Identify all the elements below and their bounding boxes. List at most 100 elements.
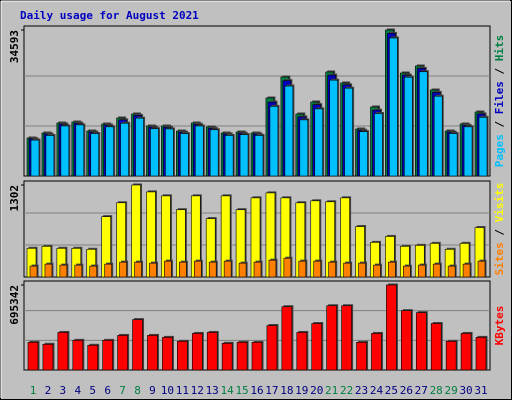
legend-separator: / bbox=[493, 61, 506, 81]
bar bbox=[478, 117, 488, 177]
bar bbox=[102, 340, 113, 371]
bar bbox=[404, 76, 413, 177]
bar bbox=[477, 260, 486, 278]
x-tick-label: 12 bbox=[191, 384, 204, 397]
bar bbox=[358, 262, 366, 278]
bar bbox=[266, 325, 278, 371]
legend-entry: KBytes bbox=[493, 306, 506, 346]
bar bbox=[403, 265, 411, 278]
bar bbox=[415, 312, 427, 371]
bar bbox=[418, 71, 428, 177]
bar bbox=[208, 261, 217, 278]
bar bbox=[328, 261, 336, 278]
bar bbox=[105, 126, 114, 177]
y-tick-label: 1302 bbox=[8, 185, 21, 212]
bar bbox=[371, 333, 382, 371]
bar bbox=[281, 306, 293, 371]
bar bbox=[179, 261, 187, 278]
bar bbox=[132, 319, 143, 371]
bar bbox=[344, 87, 353, 177]
bar bbox=[417, 264, 426, 278]
bar bbox=[239, 134, 249, 177]
x-tick-label: 15 bbox=[235, 384, 248, 397]
bar bbox=[120, 122, 129, 177]
x-tick-label: 19 bbox=[295, 384, 308, 397]
bar bbox=[343, 262, 351, 278]
y-tick-label: 695342 bbox=[8, 285, 21, 325]
x-tick-label: 21 bbox=[325, 384, 338, 397]
bar bbox=[433, 95, 443, 177]
x-tick-label: 3 bbox=[60, 384, 67, 397]
legend: Pages / Files / Hits bbox=[493, 35, 506, 168]
bar bbox=[388, 261, 396, 278]
bar bbox=[149, 262, 157, 278]
bar bbox=[430, 323, 442, 371]
x-tick-label: 6 bbox=[104, 384, 111, 397]
bar bbox=[359, 131, 368, 177]
bar bbox=[27, 342, 39, 371]
x-tick-label: 10 bbox=[161, 384, 174, 397]
bar bbox=[75, 124, 85, 177]
chart-title: Daily usage for August 2021 bbox=[20, 9, 199, 22]
x-tick-label: 2 bbox=[45, 384, 52, 397]
x-tick-label: 27 bbox=[415, 384, 428, 397]
bar bbox=[298, 260, 307, 278]
legend-entry: Pages bbox=[493, 134, 506, 167]
bar bbox=[117, 335, 128, 371]
bar bbox=[284, 85, 294, 177]
bar bbox=[74, 264, 83, 278]
bar bbox=[194, 125, 204, 177]
legend-separator: / bbox=[493, 222, 506, 242]
bar bbox=[60, 125, 70, 177]
x-tick-label: 14 bbox=[221, 384, 235, 397]
bar bbox=[373, 264, 381, 278]
bar bbox=[119, 261, 127, 278]
x-tick-label: 28 bbox=[430, 384, 443, 397]
bar bbox=[341, 305, 352, 371]
x-tick-label: 23 bbox=[355, 384, 368, 397]
x-tick-label: 20 bbox=[310, 384, 323, 397]
bar bbox=[221, 343, 233, 371]
bar bbox=[90, 133, 100, 177]
x-tick-label: 17 bbox=[265, 384, 278, 397]
bar bbox=[59, 264, 68, 278]
bar bbox=[135, 117, 144, 177]
bar bbox=[104, 263, 112, 278]
bar bbox=[314, 108, 324, 177]
bar bbox=[236, 342, 248, 371]
bar bbox=[389, 37, 398, 177]
bar bbox=[223, 260, 232, 278]
bar bbox=[29, 265, 38, 278]
y-tick-label: 34593 bbox=[8, 30, 21, 63]
x-tick-label: 11 bbox=[176, 384, 189, 397]
x-tick-label: 7 bbox=[119, 384, 126, 397]
x-tick-label: 26 bbox=[400, 384, 413, 397]
bar bbox=[283, 257, 292, 278]
x-tick-label: 29 bbox=[445, 384, 458, 397]
x-tick-label: 1 bbox=[30, 384, 37, 397]
x-tick-label: 8 bbox=[134, 384, 141, 397]
legend-separator: / bbox=[493, 114, 506, 134]
bar bbox=[326, 305, 337, 371]
x-tick-label: 5 bbox=[89, 384, 96, 397]
bar bbox=[313, 260, 322, 278]
bar bbox=[209, 129, 219, 177]
bar bbox=[72, 340, 84, 371]
bar bbox=[329, 79, 338, 177]
legend-entry: Files bbox=[493, 81, 506, 114]
bar bbox=[206, 332, 218, 371]
bar bbox=[432, 263, 441, 278]
bar bbox=[147, 335, 158, 371]
x-tick-label: 18 bbox=[280, 384, 293, 397]
legend: Sites / Visits bbox=[493, 183, 506, 276]
bar bbox=[238, 262, 247, 278]
bar bbox=[253, 261, 262, 278]
bar bbox=[356, 342, 367, 371]
bar bbox=[165, 128, 174, 177]
bar bbox=[134, 261, 142, 278]
bar bbox=[177, 341, 188, 371]
bar bbox=[87, 344, 99, 371]
bar bbox=[162, 337, 173, 371]
bar bbox=[57, 332, 69, 371]
x-tick-label: 22 bbox=[340, 384, 353, 397]
